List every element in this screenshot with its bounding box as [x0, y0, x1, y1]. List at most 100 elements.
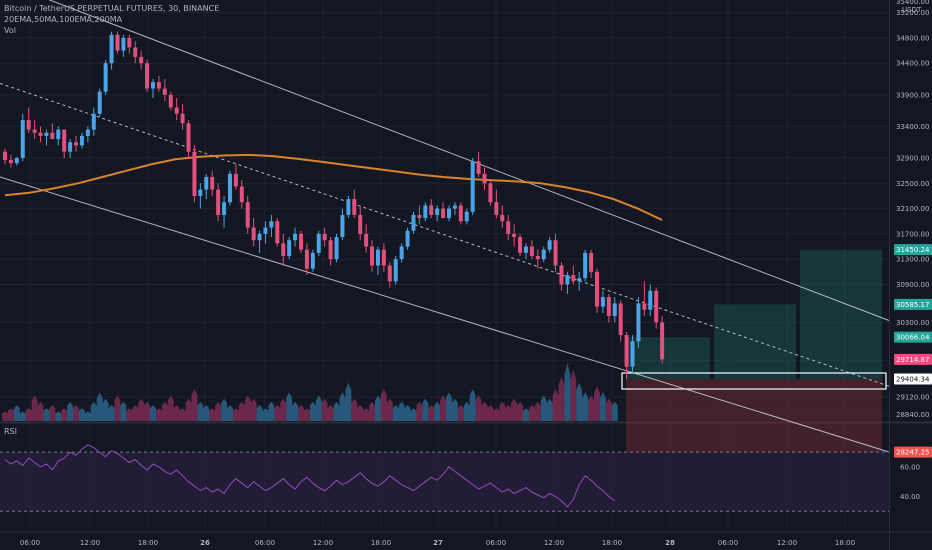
volume-legend[interactable]: Vol [4, 26, 16, 35]
rsi-tick-label: 60.00 [900, 463, 920, 471]
candle-body [387, 265, 392, 282]
price-tick-label: 30300.00 [896, 319, 929, 327]
price-tick-label: 33400.00 [896, 123, 929, 131]
candle-body [411, 214, 416, 231]
channel-upper-line [48, 0, 890, 321]
indicators-legend[interactable]: 20EMA,50MA,100EMA,200MA [4, 15, 123, 24]
candle-body [62, 129, 67, 152]
candle-body [168, 94, 173, 108]
rsi-tick-label: 40.00 [900, 493, 920, 501]
candle-body [630, 341, 635, 367]
price-tick-label: 31300.00 [896, 256, 929, 264]
candle-body [405, 230, 410, 247]
candle-body [595, 271, 599, 307]
candle-body [352, 199, 357, 215]
currency-label: USDT [902, 6, 922, 14]
candle-body [56, 129, 61, 140]
candle-body [364, 233, 369, 247]
candle-body [139, 56, 144, 64]
volume-bull-bars [13, 363, 618, 421]
price-tag [894, 373, 932, 385]
price-tag [894, 446, 932, 458]
candle-body [642, 303, 647, 310]
candle-body [245, 202, 250, 228]
candle-body [328, 240, 333, 260]
candle-body [612, 303, 617, 317]
candle-body [488, 183, 493, 203]
candle-body [156, 82, 161, 89]
candle-body [275, 221, 280, 244]
candle-body [375, 249, 380, 266]
candle-body [381, 249, 386, 266]
volume-bear-bars [2, 369, 612, 421]
price-tag [894, 331, 932, 343]
rsi-legend[interactable]: RSI [4, 427, 17, 436]
candle-body [476, 161, 481, 174]
time-tick-label: 18:00 [371, 539, 391, 547]
candle-body [32, 129, 37, 133]
candle-body [3, 151, 7, 160]
candle-body [97, 91, 102, 114]
target-zone-3 [800, 249, 882, 380]
candle-body [334, 237, 339, 260]
candle-body [133, 47, 138, 57]
candle-body [470, 161, 475, 212]
candle-body [38, 132, 43, 136]
candle-body [310, 252, 315, 269]
candle-body [115, 34, 120, 51]
candle-body [654, 290, 659, 323]
candle-body [423, 205, 428, 219]
candle-body [227, 173, 232, 203]
candle-body [523, 246, 528, 253]
candle-body [192, 151, 197, 196]
candle-body [239, 186, 244, 203]
candle-body [577, 278, 582, 282]
candle-body [145, 63, 150, 89]
price-tick-label: 28840.00 [896, 411, 929, 419]
candle-body [299, 233, 303, 250]
candle-body [222, 202, 227, 215]
price-tag-label: 28247.25 [896, 449, 929, 457]
candle-body [648, 290, 653, 310]
time-tick-label: 18:00 [835, 539, 855, 547]
candle-body [186, 123, 191, 152]
candle-body [500, 214, 505, 222]
candle-body [512, 233, 517, 238]
price-tag-label: 30585.17 [896, 301, 929, 309]
candle-body [151, 82, 155, 89]
candle-body [417, 214, 422, 219]
candle-body [565, 274, 570, 285]
time-tick-label: 27 [433, 539, 443, 547]
candle-body [210, 176, 215, 190]
symbol-legend[interactable]: Bitcoin / TetherUS PERPETUAL FUTURES, 30… [4, 4, 220, 13]
candle-body [559, 265, 564, 285]
candle-body [541, 249, 546, 260]
ma-200-line [4, 153, 663, 221]
target-zone-2 [714, 304, 796, 380]
candle-body [340, 214, 345, 238]
rsi-line [4, 444, 616, 508]
candle-body [606, 297, 611, 317]
price-tag [894, 353, 932, 365]
price-tick-label: 30900.00 [896, 281, 929, 289]
candle-body [287, 240, 292, 257]
candle-body [103, 63, 108, 92]
entry-box [621, 372, 887, 390]
candle-body [452, 205, 457, 209]
candle-body [257, 233, 262, 241]
time-tick-label: 06:00 [486, 539, 506, 547]
price-tag [894, 298, 932, 310]
candle-body [435, 208, 440, 215]
candle-body [127, 37, 132, 48]
time-tick-label: 12:00 [80, 539, 100, 547]
candle-body [660, 322, 665, 360]
candle-body [263, 227, 268, 234]
candle-body [636, 303, 641, 342]
candle-body [216, 189, 221, 215]
rsi-band [0, 452, 889, 512]
price-tag-label: 29404.34 [896, 376, 930, 384]
candle-body [458, 205, 463, 222]
candle-body [370, 246, 375, 266]
candle-body [251, 227, 256, 241]
